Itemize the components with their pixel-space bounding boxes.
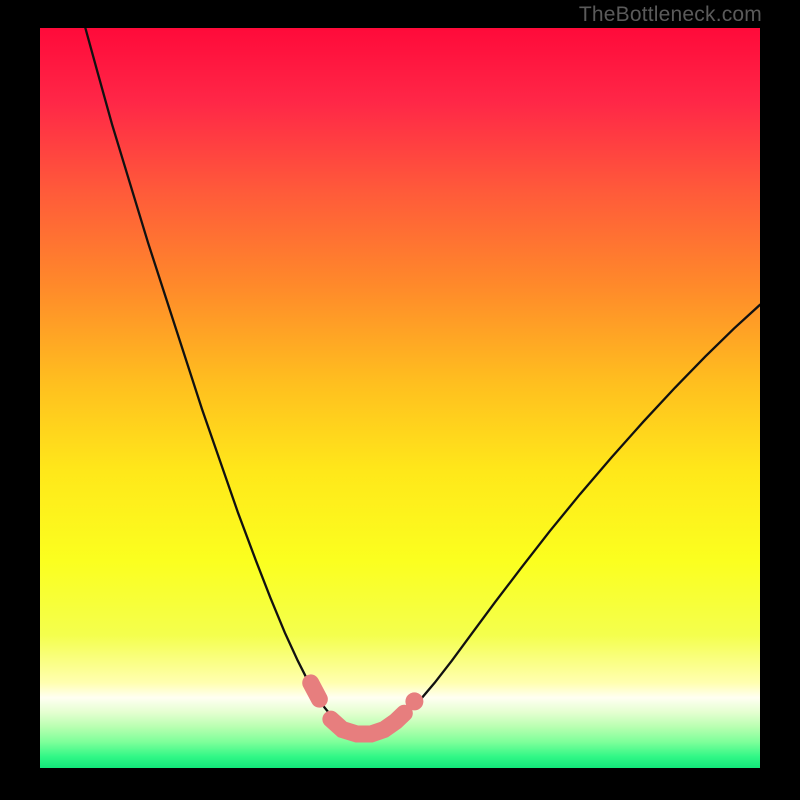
curve-left (85, 28, 364, 734)
chart-stage: TheBottleneck.com (0, 0, 800, 800)
watermark-text: TheBottleneck.com (579, 3, 762, 27)
pink-right-cap (405, 692, 423, 710)
curve-right (364, 305, 760, 734)
plot-area (40, 28, 760, 768)
pink-left-segment (311, 683, 320, 699)
pink-bottom-segment (331, 713, 404, 734)
curve-overlay (40, 28, 760, 768)
